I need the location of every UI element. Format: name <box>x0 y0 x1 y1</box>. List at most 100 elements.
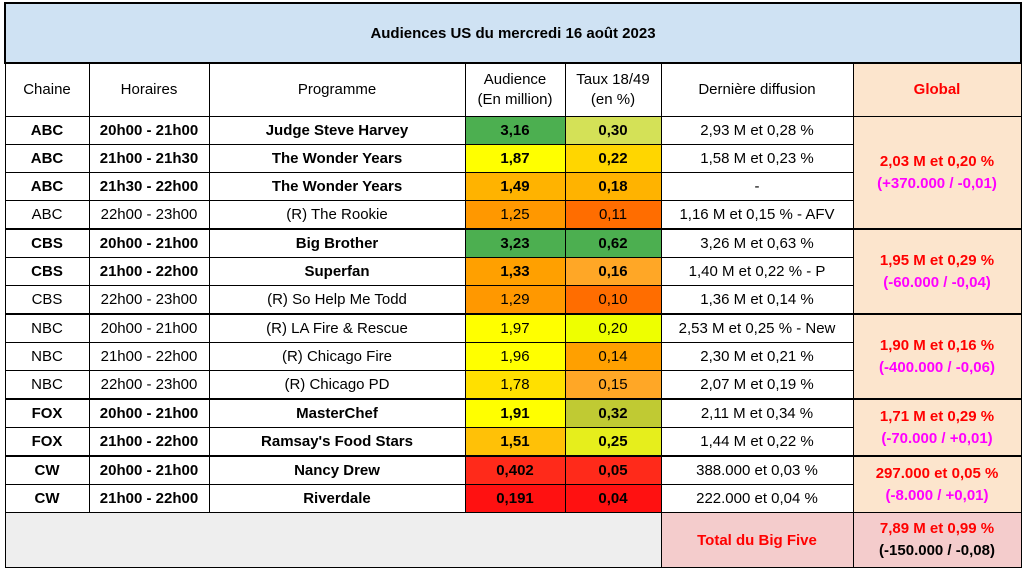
audience-table: Audiences US du mercredi 16 août 2023 Ch… <box>3 2 1023 568</box>
cell-chaine: ABC <box>4 144 90 173</box>
cell-horaires: 20h00 - 21h00 <box>88 398 210 428</box>
cell-horaires: 20h00 - 21h00 <box>88 313 210 343</box>
audience-table-container: Audiences US du mercredi 16 août 2023 Ch… <box>3 2 1023 568</box>
table-row: NBC 21h00 - 22h00 (R) Chicago Fire 1,96 0,14… <box>4 342 1021 371</box>
cell-derniere: 2,53 M et 0,25 % - New <box>660 313 854 343</box>
header-global: Global <box>852 62 1022 117</box>
header-horaires: Horaires <box>88 62 210 117</box>
table-row: ABC 20h00 - 21h00 Judge Steve Harvey 3,16 0,… <box>4 116 1022 230</box>
header-audience: Audience (En million) <box>464 62 566 117</box>
cell-programme: Judge Steve Harvey <box>208 116 466 145</box>
cell-audience: 1,51 <box>464 427 566 457</box>
cell-chaine: FOX <box>4 427 90 457</box>
total-value-cell: 7,89 M et 0,99 % (-150.000 / -0,08) <box>852 512 1022 568</box>
cell-chaine: NBC <box>4 370 90 400</box>
cell-audience: 1,96 <box>464 342 566 371</box>
total-label: Total du Big Five <box>660 512 854 568</box>
cell-audience: 3,23 <box>464 228 566 258</box>
cell-horaires: 21h30 - 22h00 <box>88 172 210 201</box>
global-value: 1,95 M et 0,29 % <box>879 251 995 269</box>
cell-horaires: 21h00 - 22h00 <box>88 257 210 286</box>
cell-programme: (R) So Help Me Todd <box>208 285 466 315</box>
global-cell: 1,90 M et 0,16 % (-400.000 / -0,06) <box>852 313 1022 400</box>
cell-taux: 0,30 <box>564 116 662 145</box>
cell-derniere: 1,40 M et 0,22 % - P <box>660 257 854 286</box>
cell-horaires: 21h00 - 22h00 <box>88 484 210 513</box>
total-delta: (-150.000 / -0,08) <box>879 542 995 559</box>
cell-audience: 1,78 <box>464 370 566 400</box>
table-body: ABC 20h00 - 21h00 Judge Steve Harvey 3,16 0,… <box>4 116 1022 513</box>
global-value: 1,71 M et 0,29 % <box>879 407 995 425</box>
global-cell: 1,71 M et 0,29 % (-70.000 / +0,01) <box>852 398 1022 457</box>
table-row: CW 20h00 - 21h00 Nancy Drew 0,402 0,05 388.00… <box>4 455 1022 513</box>
cell-programme: (R) Chicago Fire <box>208 342 466 371</box>
cell-taux: 0,11 <box>564 200 662 230</box>
cell-programme: MasterChef <box>208 398 466 428</box>
cell-horaires: 20h00 - 21h00 <box>88 455 210 485</box>
cell-programme: Superfan <box>208 257 466 286</box>
global-value: 297.000 et 0,05 % <box>875 464 999 482</box>
cell-chaine: CW <box>4 484 90 513</box>
header-audience-line2: (En million) <box>477 91 553 108</box>
cell-chaine: CW <box>4 455 90 485</box>
header-taux-line1: Taux 18/49 <box>576 71 650 88</box>
cell-derniere: 1,58 M et 0,23 % <box>660 144 854 173</box>
cell-horaires: 21h00 - 21h30 <box>88 144 210 173</box>
cell-taux: 0,62 <box>564 228 662 258</box>
cell-chaine: CBS <box>4 257 90 286</box>
header-derniere: Dernière diffusion <box>660 62 854 117</box>
cell-programme: The Wonder Years <box>208 172 466 201</box>
cell-horaires: 20h00 - 21h00 <box>88 116 210 145</box>
cell-chaine: ABC <box>4 116 90 145</box>
cell-programme: Ramsay's Food Stars <box>208 427 466 457</box>
cell-chaine: FOX <box>4 398 90 428</box>
cell-taux: 0,22 <box>564 144 662 173</box>
cell-programme: (R) The Rookie <box>208 200 466 230</box>
cell-horaires: 21h00 - 22h00 <box>88 427 210 457</box>
global-cell: 2,03 M et 0,20 % (+370.000 / -0,01) <box>852 116 1022 230</box>
cell-programme: (R) Chicago PD <box>208 370 466 400</box>
total-blank-cell <box>4 512 662 568</box>
cell-taux: 0,20 <box>564 313 662 343</box>
cell-taux: 0,25 <box>564 427 662 457</box>
header-taux-line2: (en %) <box>590 91 636 108</box>
cell-derniere: 2,93 M et 0,28 % <box>660 116 854 145</box>
global-delta: (-8.000 / +0,01) <box>885 486 989 504</box>
cell-chaine: ABC <box>4 200 90 230</box>
cell-audience: 0,191 <box>464 484 566 513</box>
global-value: 1,90 M et 0,16 % <box>879 336 995 354</box>
header-audience-line1: Audience <box>483 71 547 88</box>
cell-derniere: 388.000 et 0,03 % <box>660 455 854 485</box>
global-delta: (-60.000 / -0,04) <box>883 273 991 291</box>
table-row: CBS 20h00 - 21h00 Big Brother 3,23 0,62 3,26 … <box>4 228 1022 315</box>
cell-chaine: NBC <box>4 342 90 371</box>
cell-horaires: 22h00 - 23h00 <box>88 370 210 400</box>
cell-taux: 0,16 <box>564 257 662 286</box>
cell-horaires: 22h00 - 23h00 <box>88 285 210 315</box>
global-delta: (-400.000 / -0,06) <box>879 358 995 376</box>
header-row: Chaine Horaires Programme Audience (En mi… <box>4 62 1022 117</box>
total-value: 7,89 M et 0,99 % <box>879 520 995 537</box>
header-programme: Programme <box>208 62 466 117</box>
cell-programme: Nancy Drew <box>208 455 466 485</box>
cell-derniere: 2,11 M et 0,34 % <box>660 398 854 428</box>
global-cell: 1,95 M et 0,29 % (-60.000 / -0,04) <box>852 228 1022 315</box>
total-row: Total du Big Five 7,89 M et 0,99 % (-150.… <box>4 512 1022 568</box>
cell-programme: Big Brother <box>208 228 466 258</box>
cell-chaine: CBS <box>4 285 90 315</box>
table-row: FOX 20h00 - 21h00 MasterChef 1,91 0,32 2,11 M… <box>4 398 1022 457</box>
cell-programme: The Wonder Years <box>208 144 466 173</box>
cell-horaires: 22h00 - 23h00 <box>88 200 210 230</box>
header-chaine: Chaine <box>4 62 90 117</box>
cell-derniere: 1,36 M et 0,14 % <box>660 285 854 315</box>
cell-horaires: 21h00 - 22h00 <box>88 342 210 371</box>
cell-derniere: 3,26 M et 0,63 % <box>660 228 854 258</box>
cell-audience: 1,33 <box>464 257 566 286</box>
cell-programme: Riverdale <box>208 484 466 513</box>
cell-audience: 1,29 <box>464 285 566 315</box>
cell-chaine: ABC <box>4 172 90 201</box>
global-value: 2,03 M et 0,20 % <box>879 152 995 170</box>
cell-programme: (R) LA Fire & Rescue <box>208 313 466 343</box>
cell-chaine: NBC <box>4 313 90 343</box>
cell-derniere: 2,30 M et 0,21 % <box>660 342 854 371</box>
